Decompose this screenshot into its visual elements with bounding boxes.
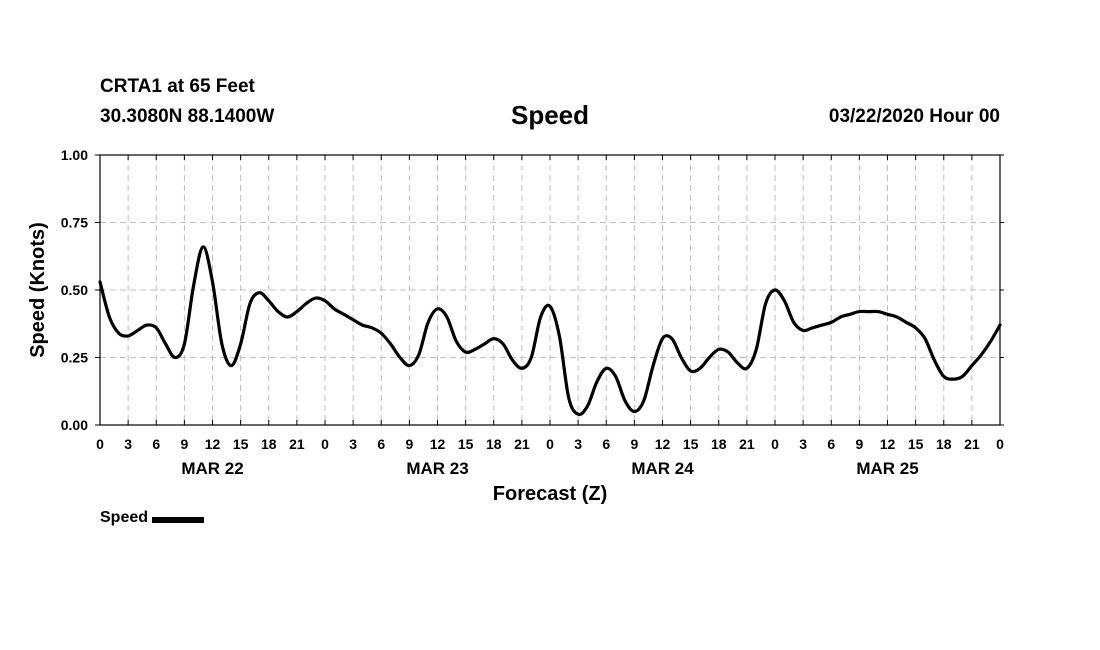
chart-legend: Speed	[100, 509, 205, 527]
y-tick-label: 0.75	[61, 215, 88, 231]
y-tick-label: 0.00	[61, 417, 88, 433]
x-tick-label: 3	[574, 436, 582, 452]
x-tick-label: 9	[630, 436, 638, 452]
x-axis-title: Forecast (Z)	[493, 483, 607, 505]
x-tick-label: 0	[771, 436, 779, 452]
x-tick-label: 3	[799, 436, 807, 452]
y-tick-label: 0.50	[61, 282, 88, 298]
x-tick-label: 18	[261, 436, 277, 452]
x-tick-label: 21	[739, 436, 755, 452]
chart-title: Speed	[510, 100, 590, 130]
x-tick-label: 18	[711, 436, 727, 452]
x-tick-label: 6	[827, 436, 835, 452]
legend-line-swatch	[152, 516, 205, 523]
x-tick-label: 0	[321, 436, 329, 452]
x-tick-label: 6	[152, 436, 160, 452]
day-label: MAR 23	[406, 459, 468, 478]
series-line-speed	[98, 245, 1002, 417]
legend-label: Speed	[100, 509, 149, 526]
x-tick-label: 6	[377, 436, 385, 452]
x-tick-label: 12	[205, 436, 221, 452]
x-tick-label: 6	[602, 436, 610, 452]
day-label: MAR 22	[181, 459, 243, 478]
x-tick-label: 21	[514, 436, 530, 452]
x-tick-label: 12	[655, 436, 671, 452]
x-tick-label: 0	[546, 436, 554, 452]
x-tick-label: 18	[936, 436, 952, 452]
y-tick-label: 0.25	[61, 350, 88, 366]
x-tick-label: 15	[683, 436, 699, 452]
day-label: MAR 25	[856, 459, 918, 478]
x-tick-label: 0	[996, 436, 1004, 452]
y-axis-title: Speed (Knots)	[27, 222, 49, 358]
station-coordinates: 30.3080N 88.1400W	[100, 106, 275, 127]
x-tick-label: 9	[855, 436, 863, 452]
x-tick-label: 15	[458, 436, 474, 452]
forecast-date: 03/22/2020 Hour 00	[828, 106, 1000, 127]
x-tick-label: 9	[180, 436, 188, 452]
y-tick-label: 1.00	[61, 147, 88, 163]
x-tick-label: 21	[964, 436, 980, 452]
x-tick-label: 12	[880, 436, 896, 452]
x-tick-label: 21	[289, 436, 305, 452]
x-tick-label: 0	[96, 436, 104, 452]
day-label: MAR 24	[631, 459, 694, 478]
x-tick-label: 3	[124, 436, 132, 452]
x-tick-label: 9	[405, 436, 413, 452]
station-name: CRTA1 at 65 Feet	[100, 76, 255, 97]
x-tick-label: 15	[233, 436, 249, 452]
x-tick-label: 18	[486, 436, 502, 452]
x-tick-label: 3	[349, 436, 357, 452]
x-tick-label: 15	[908, 436, 924, 452]
x-tick-label: 12	[430, 436, 446, 452]
